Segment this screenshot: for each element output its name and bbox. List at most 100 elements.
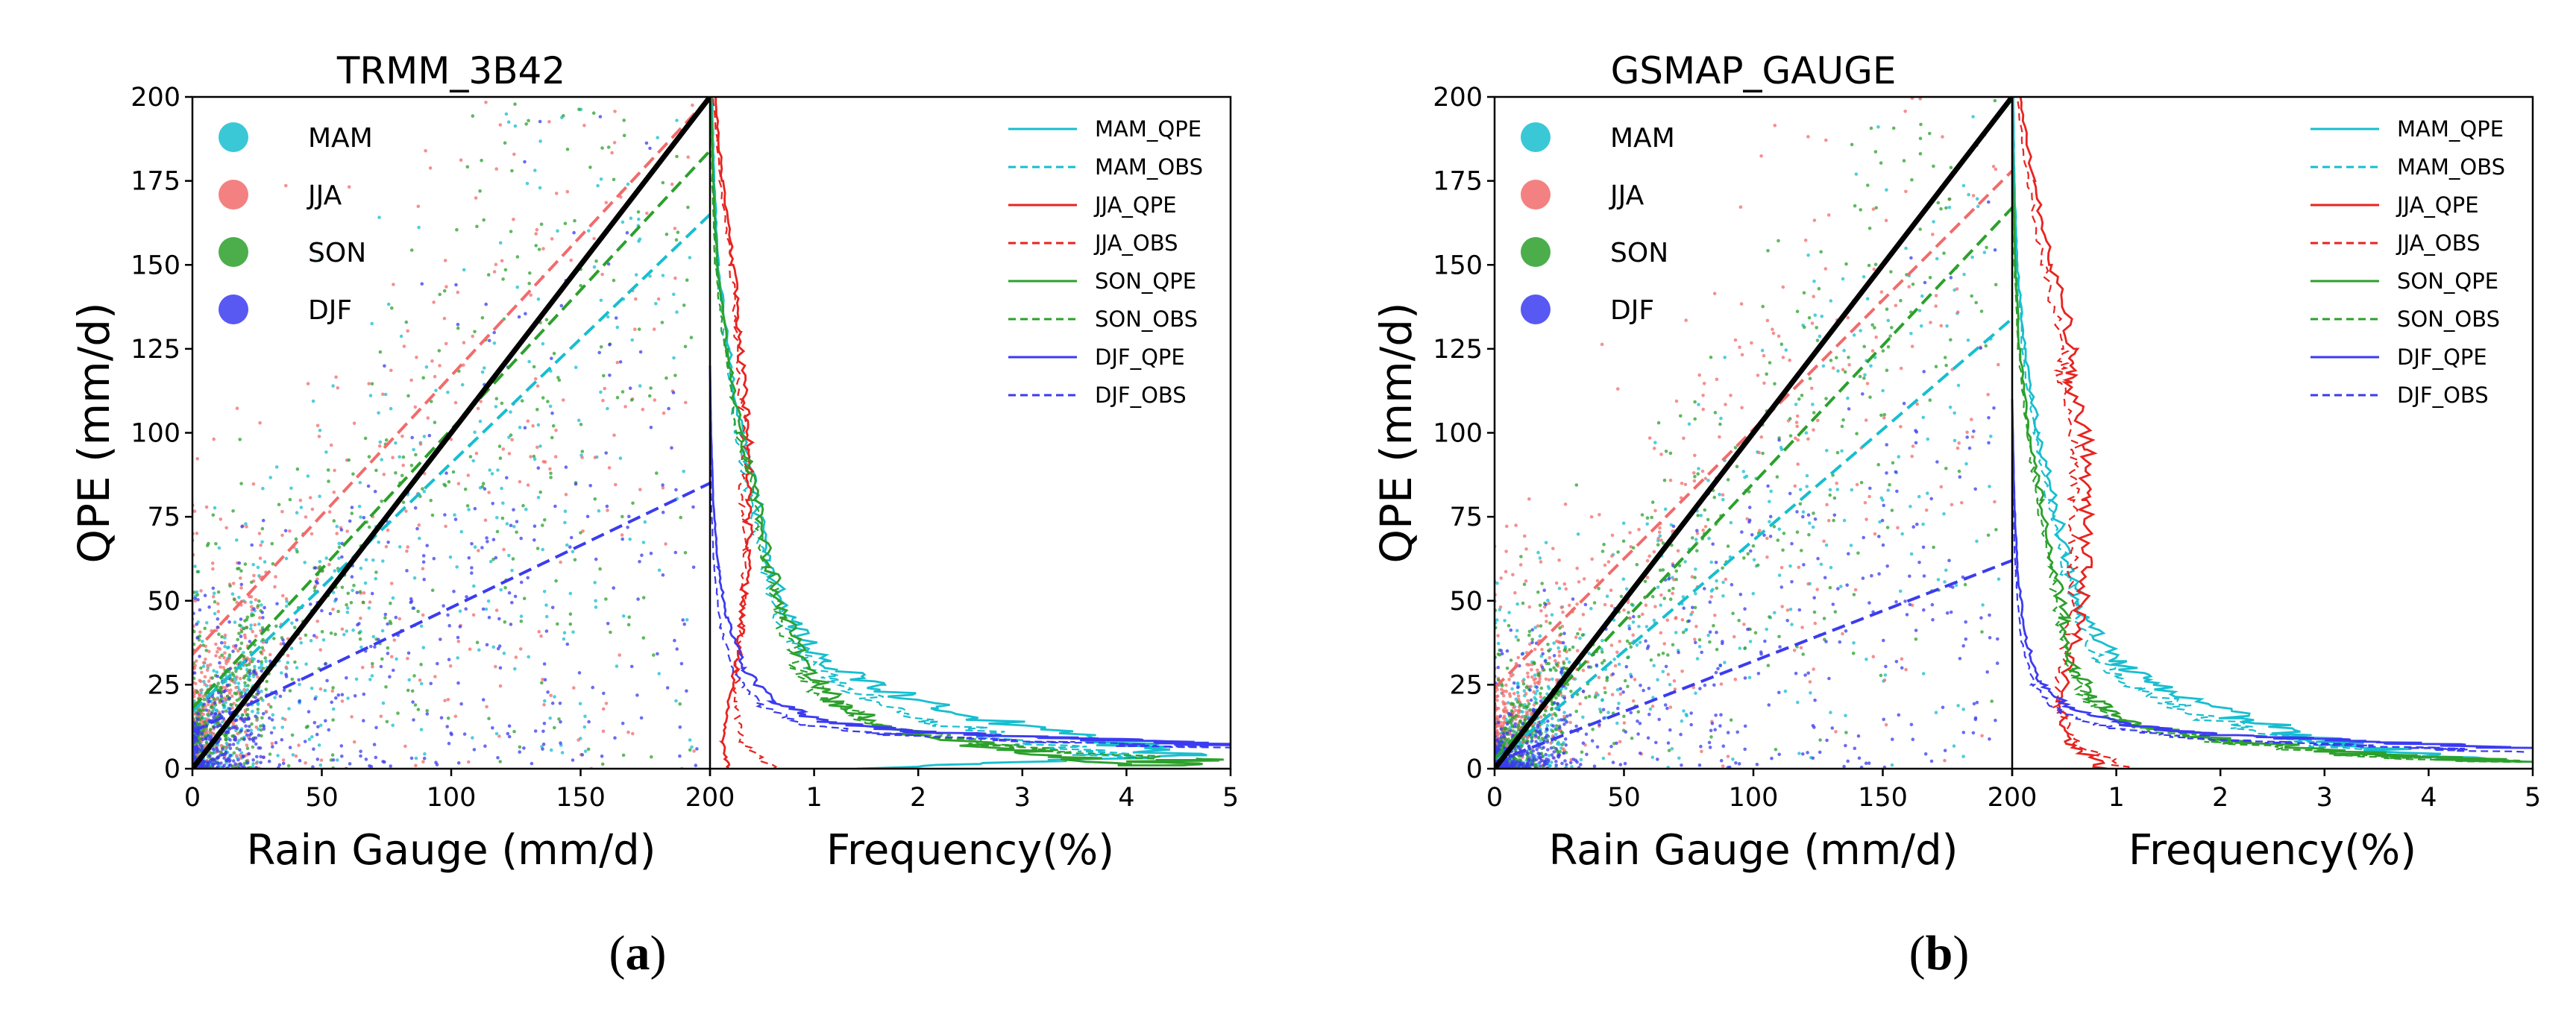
scatter-point-mam (496, 468, 500, 472)
scatter-point-jja (471, 613, 476, 617)
scatter-point-jja (194, 681, 198, 686)
scatter-point-djf (1877, 572, 1881, 576)
scatter-point-jja (600, 272, 604, 277)
scatter-point-jja (1578, 627, 1582, 632)
scatter-point-djf (340, 693, 345, 696)
scatter-point-djf (444, 471, 448, 475)
scatter-point-djf (505, 476, 509, 480)
scatter-point-son (515, 530, 518, 535)
scatter-point-jja (1595, 579, 1600, 583)
scatter-point-jja (222, 655, 226, 660)
scatter-point-jja (1806, 135, 1810, 139)
scatter-point-djf (198, 608, 202, 612)
scatter-point-djf (421, 560, 426, 564)
scatter-point-son (465, 504, 470, 508)
scatter-point-djf (1973, 487, 1977, 491)
scatter-point-mam (287, 707, 291, 711)
scatter-point-mam (318, 723, 323, 728)
scatter-point-mam (1947, 205, 1952, 210)
scatter-point-djf (462, 732, 467, 736)
scatter-point-djf (260, 669, 264, 673)
legend-marker-mam (219, 122, 248, 152)
scatter-point-djf (268, 659, 272, 664)
scatter-point-jja (1924, 508, 1929, 512)
scatter-point-son (1832, 518, 1835, 523)
scatter-point-djf (1740, 530, 1744, 534)
scatter-point-djf (439, 637, 442, 641)
scatter-point-jja (1703, 476, 1708, 481)
scatter-point-jja (477, 549, 480, 552)
scatter-point-son (251, 659, 254, 664)
scatter-point-mam (1514, 697, 1518, 702)
scatter-point-jja (483, 518, 488, 522)
scatter-point-son (246, 684, 250, 687)
scatter-point-jja (1532, 703, 1536, 707)
scatter-point-mam (1824, 543, 1829, 547)
scatter-point-jja (1659, 593, 1663, 597)
scatter-point-son (1542, 714, 1547, 717)
scatter-point-djf (257, 659, 260, 664)
scatter-point-jja (1645, 576, 1650, 579)
scatter-point-djf (550, 701, 555, 705)
scatter-point-djf (412, 606, 416, 610)
scatter-point-djf (1763, 639, 1767, 643)
scatter-point-son (1775, 475, 1779, 479)
scatter-point-son (515, 255, 520, 259)
scatter-point-mam (398, 545, 402, 549)
scatter-point-mam (615, 664, 619, 668)
scatter-point-jja (1618, 692, 1623, 696)
scatter-point-jja (1694, 624, 1698, 629)
scatter-point-jja (498, 684, 503, 688)
scatter-point-son (1542, 668, 1546, 672)
scatter-point-jja (223, 651, 227, 655)
chart-title: TRMM_3B42 (336, 49, 565, 92)
scatter-point-jja (1532, 690, 1536, 694)
scatter-point-mam (672, 292, 676, 297)
scatter-point-son (1803, 325, 1806, 330)
scatter-point-jja (1745, 517, 1749, 521)
scatter-point-jja (1810, 321, 1815, 325)
scatter-point-son (562, 113, 565, 118)
scatter-point-djf (1598, 722, 1601, 727)
scatter-point-son (337, 545, 342, 549)
scatter-point-djf (267, 759, 271, 763)
scatter-point-djf (1827, 676, 1831, 681)
scatter-point-jja (401, 463, 405, 467)
scatter-point-djf (587, 719, 591, 724)
scatter-point-son (487, 717, 491, 720)
scatter-point-mam (473, 430, 477, 434)
scatter-point-son (1661, 652, 1665, 655)
scatter-point-mam (1846, 396, 1850, 400)
scatter-point-djf (315, 581, 320, 585)
scatter-point-djf (1882, 717, 1885, 722)
scatter-point-mam (1718, 492, 1721, 497)
scatter-point-mam (224, 701, 227, 705)
scatter-point-son (1858, 374, 1862, 379)
scatter-point-son (1670, 543, 1674, 547)
scatter-point-mam (1961, 708, 1965, 711)
scatter-point-mam (473, 545, 477, 549)
scatter-point-son (1779, 342, 1784, 347)
scatter-point-son (332, 519, 336, 523)
scatter-point-son (1944, 467, 1948, 470)
scatter-point-jja (601, 398, 605, 403)
scatter-point-mam (1656, 585, 1660, 589)
scatter-point-jja (1690, 610, 1694, 614)
scatter-point-jja (1709, 595, 1714, 599)
scatter-point-jja (1512, 705, 1515, 710)
scatter-point-son (1696, 472, 1700, 476)
scatter-point-djf (330, 700, 334, 705)
scatter-point-djf (1542, 763, 1546, 767)
scatter-point-son (270, 541, 274, 546)
scatter-point-son (1885, 526, 1890, 529)
scatter-point-djf (1797, 608, 1802, 612)
scatter-point-mam (1982, 251, 1987, 254)
scatter-point-son (1768, 615, 1771, 619)
scatter-point-jja (485, 705, 489, 709)
scatter-point-jja (1659, 538, 1663, 542)
scatter-point-mam (491, 645, 495, 649)
scatter-point-jja (1690, 575, 1694, 579)
scatter-point-son (495, 529, 500, 534)
scatter-point-djf (262, 755, 266, 759)
scatter-point-djf (483, 744, 487, 748)
